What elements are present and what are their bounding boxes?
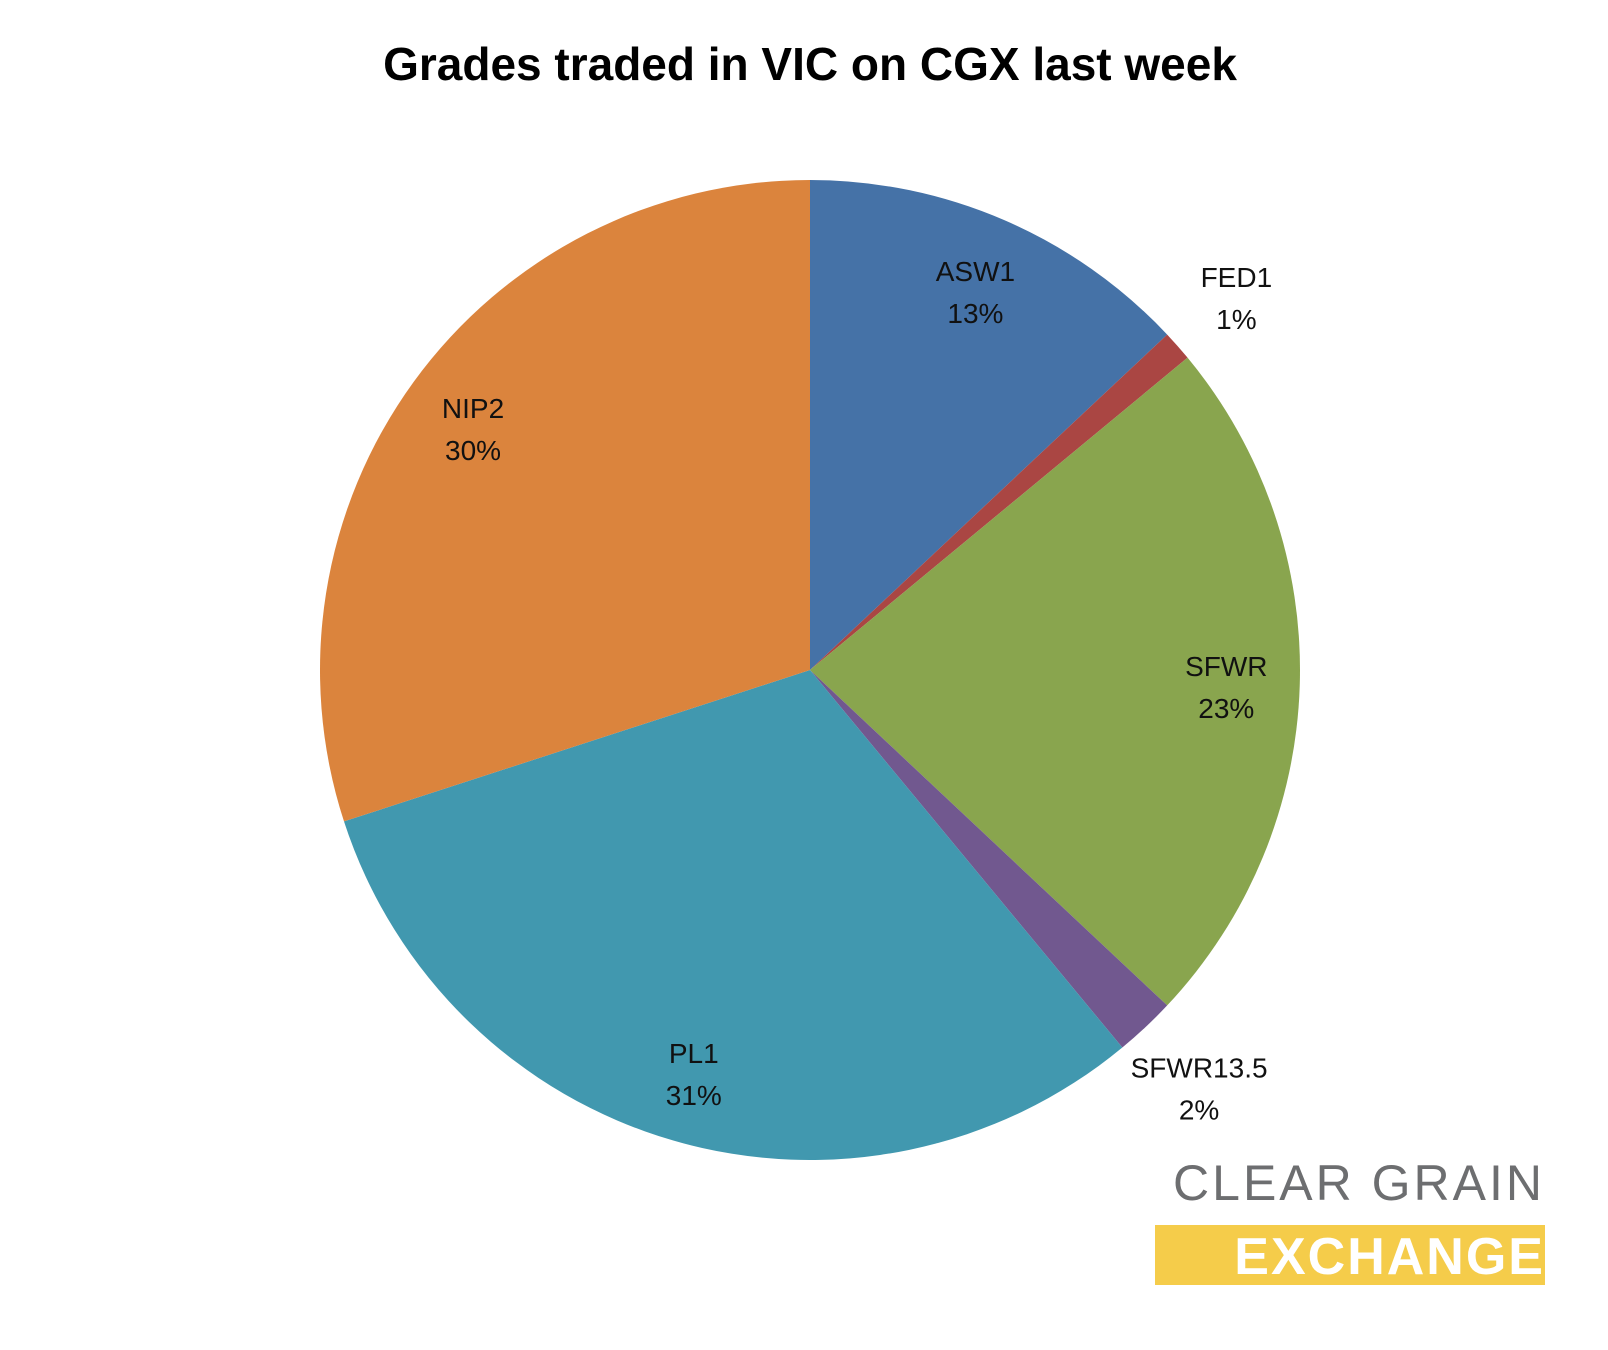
chart-title: Grades traded in VIC on CGX last week xyxy=(383,38,1237,90)
category-label: SFWR13.5 xyxy=(1131,1052,1268,1083)
data-label: NIP2 30% xyxy=(442,393,504,466)
data-label: SFWR13.5 2% xyxy=(1131,1052,1268,1125)
data-label: ASW1 13% xyxy=(936,256,1015,329)
category-label: NIP2 xyxy=(442,393,504,424)
pie-slice xyxy=(319,180,810,822)
data-label: SFWR 23% xyxy=(1185,651,1267,724)
category-label: ASW1 xyxy=(936,256,1015,287)
value-label: 2% xyxy=(1179,1094,1219,1125)
logo-text: CLEAR GRAIN xyxy=(1173,1155,1545,1211)
logo-text: EXCHANGE xyxy=(1234,1228,1545,1286)
data-label: PL1 31% xyxy=(666,1038,722,1111)
pie-slice xyxy=(810,180,1168,670)
pie-slice xyxy=(810,357,1300,1006)
logo-band xyxy=(1155,1225,1545,1285)
value-label: 1% xyxy=(1216,304,1256,335)
data-label: FED1 1% xyxy=(1201,262,1273,335)
category-label: PL1 xyxy=(669,1038,719,1069)
category-label: FED1 xyxy=(1201,262,1273,293)
value-label: 31% xyxy=(666,1080,722,1111)
logo: CLEAR GRAIN EXCHANGE xyxy=(1155,1155,1545,1286)
pie-slice xyxy=(343,670,1123,1160)
pie-slice xyxy=(810,670,1168,1048)
pie-slice xyxy=(810,334,1188,670)
value-label: 13% xyxy=(947,298,1003,329)
category-label: SFWR xyxy=(1185,651,1267,682)
value-label: 23% xyxy=(1198,693,1254,724)
value-label: 30% xyxy=(445,435,501,466)
